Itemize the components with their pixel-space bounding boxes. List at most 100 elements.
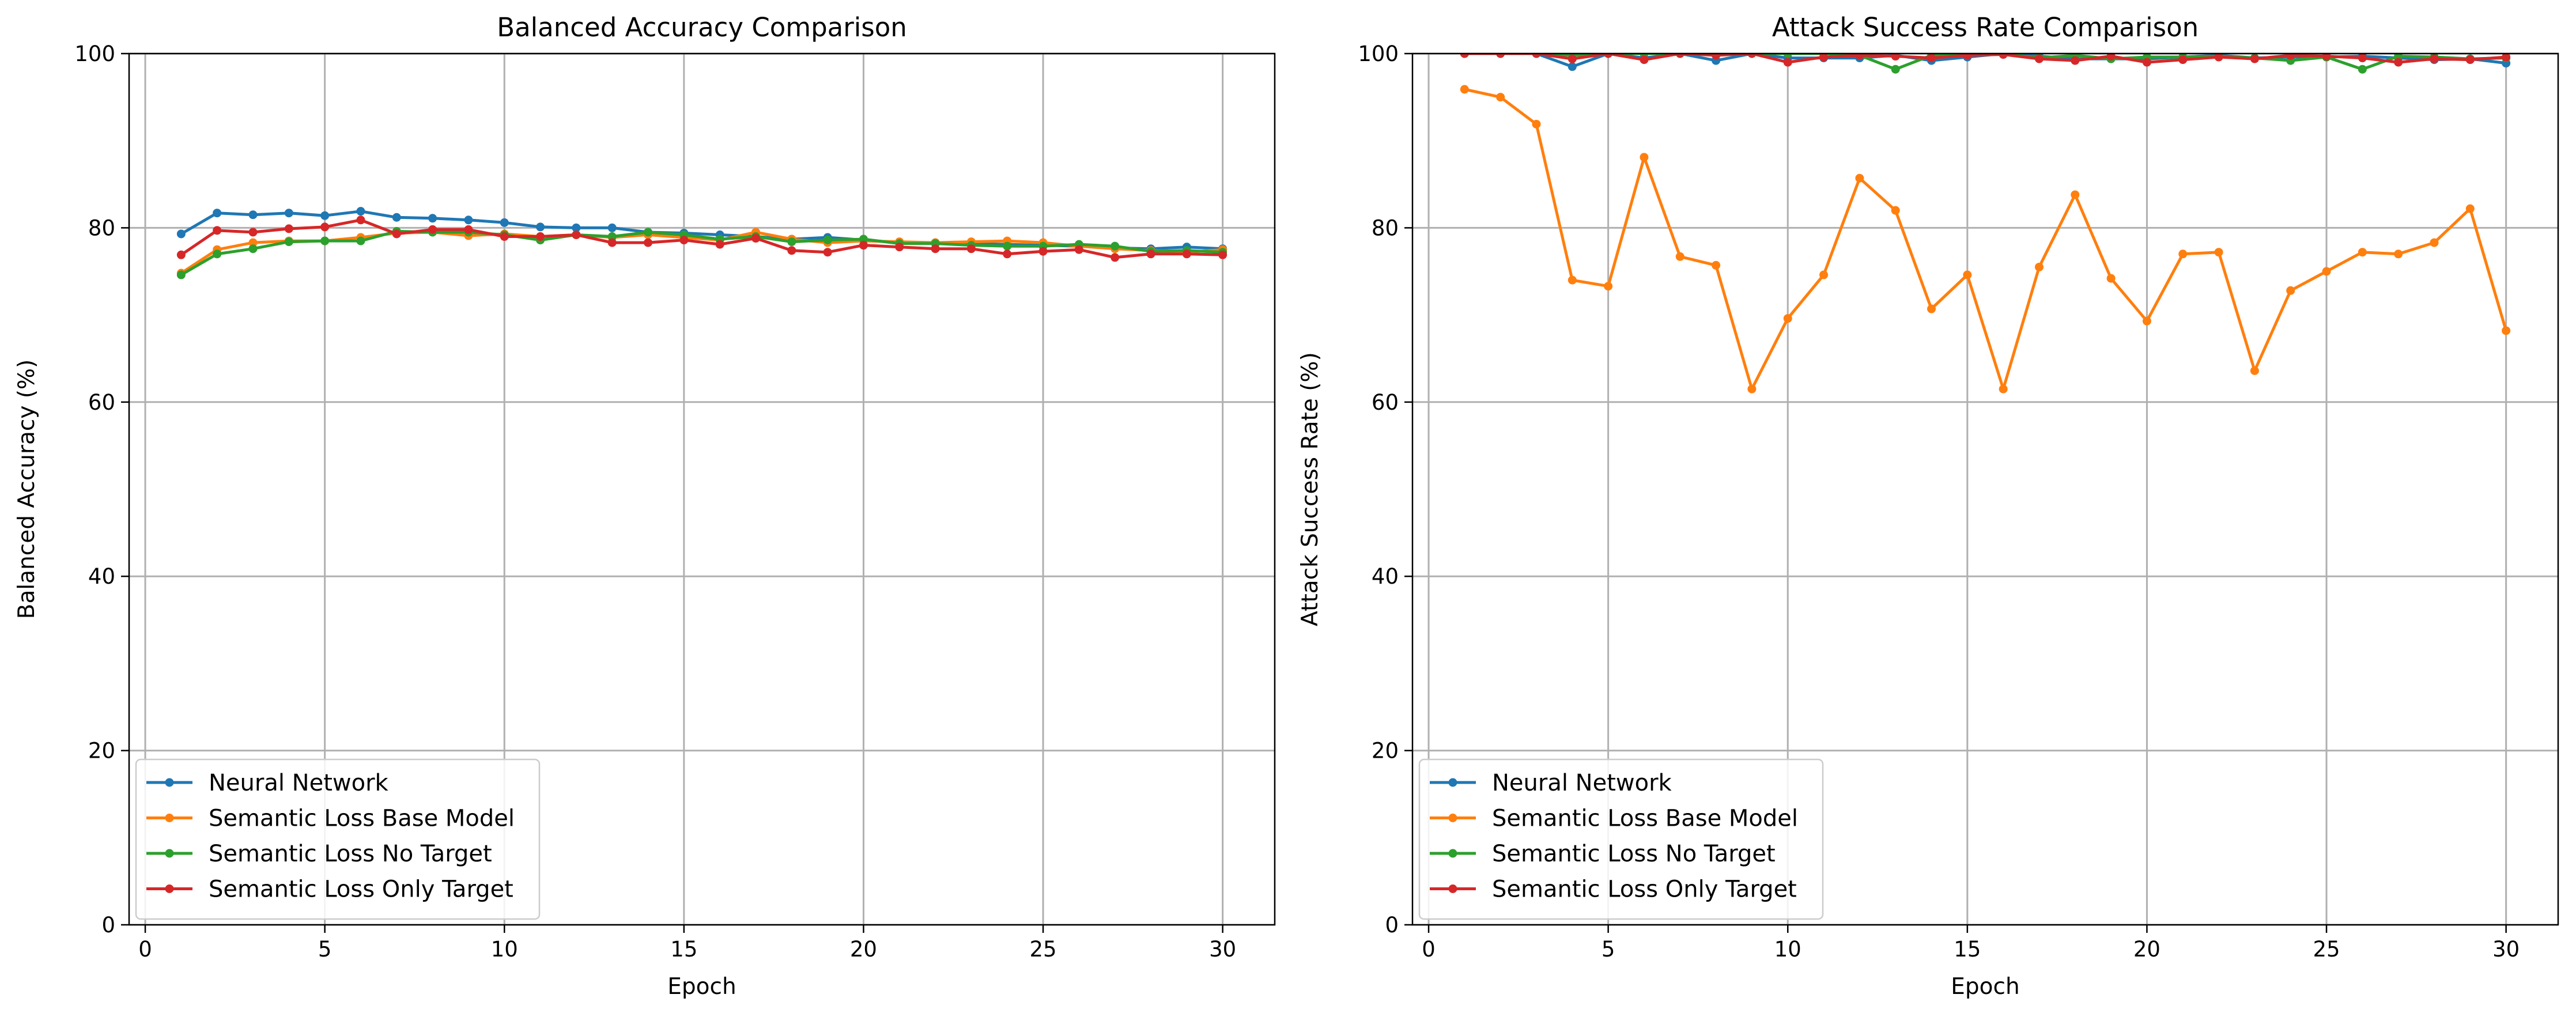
axes-frame [1411, 52, 2559, 926]
x-tick-label: 15 [1954, 937, 1981, 962]
y-axis-label: Attack Success Rate (%) [1297, 352, 1323, 626]
x-tick-label: 20 [850, 937, 877, 962]
data-point [1712, 260, 1721, 270]
data-point [2214, 248, 2223, 257]
data-point [1003, 241, 1012, 251]
data-point [320, 211, 330, 220]
y-tick-label: 0 [101, 913, 115, 937]
data-point [2142, 58, 2151, 67]
data-point [2465, 204, 2475, 213]
data-point [176, 229, 186, 239]
data-point [2214, 54, 2223, 62]
data-point [248, 228, 258, 237]
y-tick-label: 80 [1372, 216, 1399, 240]
data-point [213, 249, 222, 259]
data-point [787, 246, 796, 255]
data-point [2502, 54, 2511, 62]
y-tick-label: 20 [1372, 739, 1399, 763]
legend-swatch-marker [165, 778, 174, 787]
data-point [1891, 65, 1900, 74]
data-point [2106, 274, 2116, 283]
data-point [823, 248, 832, 257]
legend-label: Semantic Loss Only Target [1492, 876, 1797, 903]
x-tick-label: 10 [491, 937, 518, 962]
x-tick-label: 0 [138, 937, 152, 962]
data-point [607, 223, 617, 232]
data-point [1532, 54, 1541, 58]
series-group [1460, 54, 2511, 394]
x-axis-label: Epoch [1951, 974, 2019, 1000]
balanced-accuracy-chart: Balanced Accuracy Comparison Epoch Balan… [14, 12, 1276, 1000]
chart-title: Attack Success Rate Comparison [1772, 12, 2199, 43]
data-point [1567, 275, 1577, 285]
data-point [1783, 314, 1792, 323]
data-point [1496, 54, 1505, 58]
data-point [2250, 54, 2259, 63]
data-point [428, 214, 437, 223]
data-point [1111, 253, 1120, 262]
data-point [2430, 54, 2439, 63]
data-point [213, 209, 222, 218]
data-point [2322, 54, 2331, 61]
legend-swatch-marker [165, 884, 174, 893]
data-point [464, 216, 473, 225]
series-line [180, 230, 1223, 275]
data-point [823, 236, 832, 245]
series-line [1464, 54, 2506, 64]
data-point [1999, 384, 2008, 394]
y-tick-label: 100 [1358, 41, 1399, 66]
data-point [2250, 366, 2259, 375]
legend-swatch-marker [1448, 778, 1457, 787]
data-point [1640, 55, 1649, 65]
data-point [1712, 54, 1721, 60]
data-point [1567, 54, 1577, 63]
x-tick-label: 30 [1209, 937, 1236, 962]
data-point [2071, 190, 2080, 199]
attack-success-rate-chart: Attack Success Rate Comparison Epoch Att… [1297, 12, 2559, 1000]
data-point [859, 235, 868, 244]
y-tick-label: 20 [88, 739, 115, 763]
legend-label: Neural Network [1492, 770, 1672, 796]
data-point [2142, 316, 2151, 326]
series-line [1464, 54, 2506, 71]
data-point [1604, 54, 1613, 58]
legend-label: Semantic Loss Base Model [1492, 806, 1798, 832]
data-point [248, 210, 258, 220]
data-point [607, 232, 617, 241]
data-point [1819, 270, 1829, 279]
data-point [392, 213, 401, 222]
legend-swatch-marker [1448, 849, 1457, 858]
data-point [1460, 54, 1469, 58]
y-tick-label: 100 [74, 41, 115, 66]
data-point [1855, 54, 1864, 60]
data-point [356, 216, 365, 225]
data-point [2178, 55, 2188, 65]
data-point [1963, 270, 1972, 279]
data-point [2358, 248, 2367, 257]
data-point [572, 223, 581, 232]
data-point [2178, 249, 2188, 259]
x-tick-label: 25 [2313, 937, 2340, 962]
data-point [500, 232, 509, 241]
data-point [2286, 286, 2295, 295]
legend-label: Semantic Loss Only Target [209, 876, 513, 903]
data-point [1783, 54, 1792, 58]
data-point [1146, 249, 1155, 259]
data-point [1038, 247, 1048, 256]
y-tick-label: 60 [88, 390, 115, 415]
x-tick-label: 30 [2492, 937, 2520, 962]
data-point [1640, 153, 1649, 162]
y-axis-label: Balanced Accuracy (%) [14, 360, 40, 619]
series-line [1464, 88, 2507, 391]
data-point [2286, 54, 2295, 60]
y-tick-label: 60 [1372, 390, 1399, 415]
legend-label: Semantic Loss No Target [209, 841, 492, 867]
data-point [1963, 54, 1972, 60]
data-point [1891, 206, 1900, 215]
data-point [644, 238, 653, 247]
legend-label: Semantic Loss No Target [1492, 841, 1776, 867]
data-point [1927, 304, 1936, 313]
data-point [2358, 54, 2367, 63]
data-point [536, 232, 545, 241]
data-point [2034, 262, 2044, 271]
